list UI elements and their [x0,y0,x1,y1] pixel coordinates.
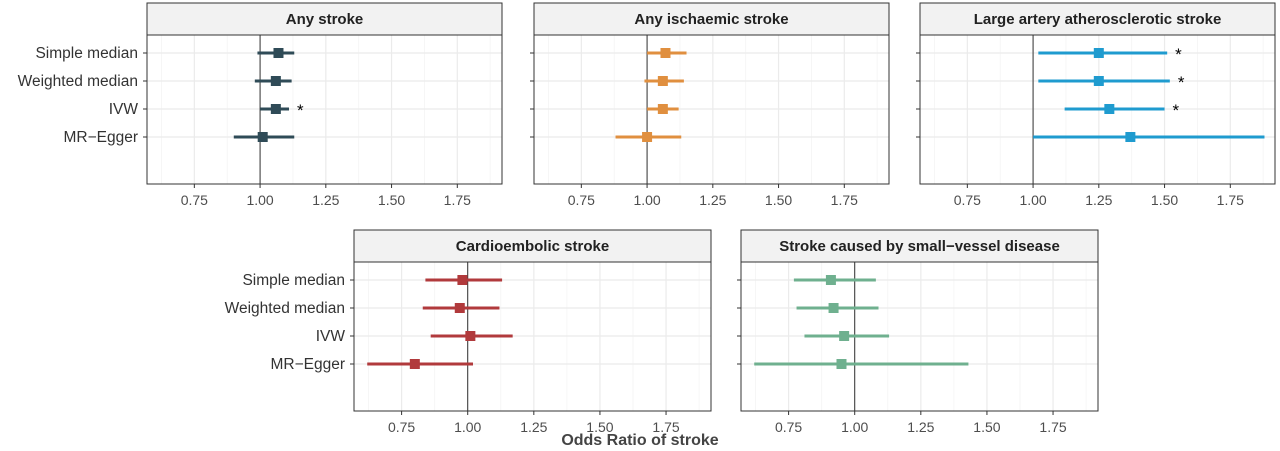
panel-2: Any ischaemic stroke 0.75 1.00 1.25 1.50 1.75 [530,2,890,208]
method-label: Simple median [242,272,345,289]
x-tick-label: 1.00 [841,419,868,435]
x-tick-label: 1.75 [444,192,471,208]
method-label: Simple median [35,45,138,62]
x-tick-label: 1.00 [454,419,481,435]
point-estimate [642,132,653,142]
x-tick-label: 1.25 [520,419,547,435]
point-estimate [273,48,284,58]
significance-marker: * [297,101,304,120]
panel-title: Cardioembolic stroke [456,238,609,255]
panel-title: Any ischaemic stroke [634,11,788,28]
x-tick-label: 1.25 [312,192,339,208]
x-tick-label: 0.75 [388,419,415,435]
x-tick-label: 1.50 [1151,192,1178,208]
point-estimate [465,331,476,341]
x-tick-label: 0.75 [181,192,208,208]
point-estimate [828,303,839,313]
point-estimate [839,331,850,341]
point-estimate [409,359,420,369]
x-tick-label: 1.75 [1039,419,1066,435]
panel-5: Stroke caused by small−vessel disease 0.7… [737,229,1099,435]
x-tick-label: 1.50 [973,419,1000,435]
point-estimate [1093,48,1104,58]
method-label: Weighted median [225,300,345,317]
x-tick-label: 1.00 [1019,192,1046,208]
x-tick-label: 1.50 [378,192,405,208]
point-estimate [836,359,847,369]
method-label: IVW [316,328,346,345]
point-estimate [1125,132,1136,142]
point-estimate [257,132,268,142]
x-tick-label: 0.75 [568,192,595,208]
method-label: MR−Egger [270,356,345,373]
method-label: Weighted median [18,73,138,90]
point-estimate [270,76,281,86]
point-estimate [660,48,671,58]
point-estimate [825,275,836,285]
significance-marker: * [1178,73,1185,92]
x-tick-label: 1.75 [1217,192,1244,208]
panel-title: Large artery atherosclerotic stroke [974,11,1222,28]
point-estimate [1104,104,1115,114]
x-tick-label: 1.75 [831,192,858,208]
point-estimate [457,275,468,285]
panel-4: Cardioembolic stroke Simple median Weighte… [225,229,712,435]
panel-strip [533,2,890,36]
panel-title: Stroke caused by small−vessel disease [779,238,1060,255]
significance-marker: * [1175,45,1182,64]
panel-title: Any stroke [286,11,364,28]
x-tick-label: 1.25 [1085,192,1112,208]
x-tick-label: 0.75 [775,419,802,435]
panel-3: Large artery atherosclerotic stroke * * * 0.… [916,2,1276,208]
x-tick-label: 1.00 [633,192,660,208]
point-estimate [270,104,281,114]
method-label: MR−Egger [63,129,138,146]
x-tick-label: 1.00 [246,192,273,208]
method-label: IVW [109,101,139,118]
point-estimate [454,303,465,313]
x-tick-label: 1.75 [652,419,679,435]
x-axis-title: Odds Ratio of stroke [561,432,719,449]
panel-strip [919,2,1276,36]
x-tick-label: 0.75 [954,192,981,208]
point-estimate [1093,76,1104,86]
point-estimate [657,76,668,86]
x-tick-label: 1.50 [586,419,613,435]
panel-strip [146,2,503,36]
significance-marker: * [1173,101,1180,120]
x-tick-label: 1.25 [699,192,726,208]
panel-1: Any stroke * Simple median Weighted median I… [18,2,503,208]
x-tick-label: 1.50 [765,192,792,208]
x-tick-label: 1.25 [907,419,934,435]
panel-strip [353,229,712,263]
point-estimate [657,104,668,114]
